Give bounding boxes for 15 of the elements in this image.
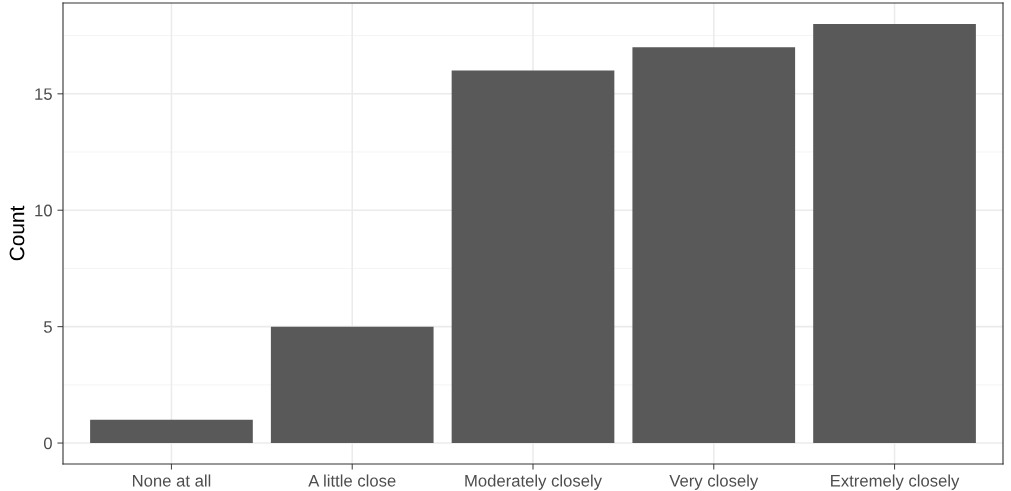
y-tick-label: 0 <box>43 437 52 450</box>
y-tick-label: 15 <box>35 88 52 101</box>
y-tick-label: 10 <box>35 204 52 217</box>
x-tick-label: None at all <box>132 474 211 487</box>
bar <box>813 23 976 444</box>
y-axis-title: Count <box>9 205 25 261</box>
bar <box>270 326 434 444</box>
x-tick-label: Moderately closely <box>465 474 602 490</box>
x-tick-label: Very closely <box>669 474 759 490</box>
bar <box>451 70 615 444</box>
x-tick-label: Extremely closely <box>831 474 960 490</box>
bar <box>632 47 796 444</box>
bar <box>90 419 253 444</box>
x-tick-label: A little close <box>308 474 396 487</box>
y-tick-label: 5 <box>43 321 52 333</box>
